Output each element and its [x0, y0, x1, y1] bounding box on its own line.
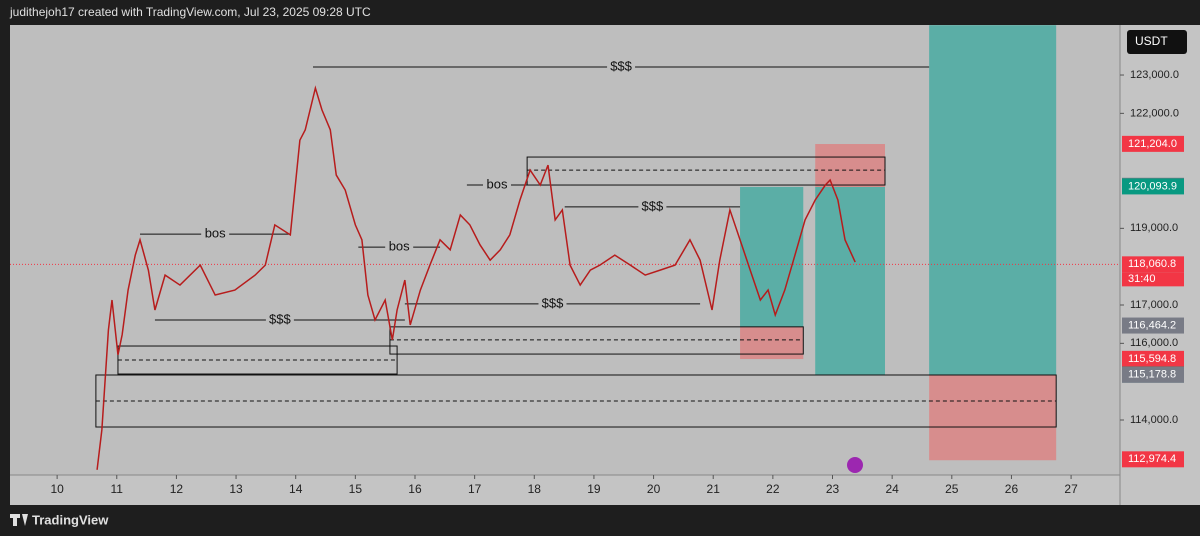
x-tick-label: 23	[826, 482, 840, 496]
time-axis	[10, 475, 1120, 505]
level-label-bg	[538, 296, 567, 311]
y-tick-label: 122,000.0	[1130, 107, 1179, 119]
countdown-bg	[1122, 272, 1184, 287]
x-tick-label: 14	[289, 482, 303, 496]
stop-zone	[815, 144, 885, 187]
x-tick-label: 21	[707, 482, 721, 496]
price-tag-label: 115,594.8	[1128, 353, 1176, 365]
level-label: $$$	[642, 198, 664, 213]
level-label-bg	[607, 59, 636, 74]
x-tick-label: 19	[587, 482, 601, 496]
currency-badge	[1127, 30, 1187, 54]
x-tick-label: 16	[408, 482, 422, 496]
y-tick-label: 114,000.0	[1130, 414, 1178, 426]
y-tick-label: 116,000.0	[1130, 337, 1178, 349]
price-line	[96, 85, 856, 470]
price-tag	[1122, 256, 1184, 273]
x-tick-label: 15	[349, 482, 363, 496]
footer-text: TradingView	[32, 512, 109, 527]
price-tag-label: 115,178.8	[1128, 369, 1176, 381]
level-label: $$$	[269, 311, 291, 326]
target-zone	[815, 186, 885, 376]
level-label-bg	[638, 199, 667, 214]
price-tag-label: 112,974.4	[1128, 453, 1176, 465]
header-text: judithejoh17 created with TradingView.co…	[9, 5, 371, 19]
level-label: bos	[487, 176, 508, 191]
logo	[10, 514, 28, 526]
x-tick-label: 18	[528, 482, 542, 496]
x-tick-label: 11	[111, 482, 124, 496]
price-tag-label: 120,093.9	[1128, 180, 1177, 192]
y-tick-label: 123,000.0	[1130, 69, 1179, 81]
x-tick-label: 10	[50, 482, 64, 496]
price-tag	[1122, 366, 1184, 383]
x-tick-label: 17	[468, 482, 482, 496]
x-tick-label: 20	[647, 482, 661, 496]
countdown: 31:40	[1128, 273, 1156, 285]
x-tick-label: 26	[1005, 482, 1019, 496]
price-tag	[1122, 135, 1184, 152]
price-tag	[1122, 178, 1184, 195]
y-tick-label: 119,000.0	[1130, 222, 1178, 234]
currency: USDT	[1135, 34, 1168, 48]
price-tag-label: 116,464.2	[1128, 319, 1176, 331]
level-label-bg	[385, 240, 414, 255]
level-label-bg	[483, 178, 512, 193]
y-tick-label: 117,000.0	[1130, 299, 1178, 311]
x-tick-label: 13	[229, 482, 243, 496]
stop-zone	[929, 375, 1057, 461]
price-tag	[1122, 350, 1184, 367]
price-tag	[1122, 317, 1184, 334]
level-label-bg	[201, 227, 230, 242]
level-label: $$$	[542, 295, 564, 310]
price-tag	[1122, 451, 1184, 468]
x-tick-label: 12	[170, 482, 184, 496]
level-label-bg	[265, 312, 294, 327]
level-label: bos	[205, 226, 226, 241]
x-tick-label: 25	[945, 482, 959, 496]
x-tick-label: 27	[1064, 482, 1078, 496]
x-tick-label: 22	[766, 482, 780, 496]
zone-box	[389, 326, 804, 355]
price-tag-label: 118,060.8	[1128, 258, 1176, 270]
target-zone	[929, 25, 1057, 376]
price-tag-label: 121,204.0	[1128, 138, 1177, 150]
x-tick-label: 24	[885, 482, 899, 496]
level-label: $$$	[610, 58, 632, 73]
event-icon	[847, 457, 863, 473]
level-label: bos	[389, 239, 410, 254]
zone-box	[526, 156, 886, 186]
